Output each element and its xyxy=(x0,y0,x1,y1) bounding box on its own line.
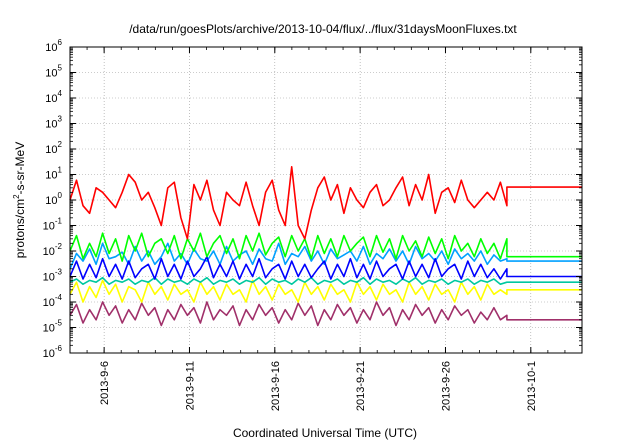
y-tick-label: 106 xyxy=(45,38,62,54)
y-axis: 10-6 10-5 10-4 10-3 10-2 10-1 100 101 102 103 104 1… xyxy=(43,38,582,360)
y-tick-label: 10-1 xyxy=(43,217,63,233)
series-layer xyxy=(69,166,582,327)
x-tick-label: 2013-9-11 xyxy=(184,361,196,410)
y-axis-label: protons/cm2-s-sr-MeV xyxy=(12,142,27,258)
y-axis-label-sup: 2 xyxy=(12,194,21,199)
x-tick-label: 2013-9-16 xyxy=(270,361,282,411)
series-line-0 xyxy=(69,166,582,240)
x-tick-label: 2013-9-21 xyxy=(355,361,367,411)
series-line-3 xyxy=(69,242,582,270)
y-tick-label: 104 xyxy=(45,89,62,105)
y-tick-label: 10-5 xyxy=(43,319,63,335)
grid xyxy=(70,46,582,354)
series-line-2 xyxy=(69,255,582,280)
y-tick-label: 10-4 xyxy=(43,293,63,309)
y-tick-label: 10-2 xyxy=(43,242,63,258)
x-tick-label: 2013-10-1 xyxy=(526,361,538,411)
y-tick-label: 100 xyxy=(45,191,62,207)
y-tick-label: 103 xyxy=(45,115,62,131)
x-axis: 2013-9-6 2013-9-11 2013-9-16 2013-9-21 2013-… xyxy=(69,47,583,411)
series-line-6 xyxy=(69,301,582,327)
x-axis-label: Coordinated Universal Time (UTC) xyxy=(233,426,417,440)
x-tick-label: 2013-9-6 xyxy=(99,361,111,405)
y-tick-label: 102 xyxy=(45,140,62,156)
y-tick-label: 101 xyxy=(45,166,62,182)
series-line-5 xyxy=(69,279,582,303)
chart-title: /data/run/goesPlots/archive/2013-10-04/f… xyxy=(129,22,517,36)
series-line-4 xyxy=(69,276,582,286)
y-tick-label: 10-3 xyxy=(43,268,63,284)
y-tick-label: 10-6 xyxy=(43,344,63,360)
y-tick-label: 105 xyxy=(45,64,62,80)
x-tick-label: 2013-9-26 xyxy=(440,361,452,411)
series-line-1 xyxy=(69,232,582,262)
